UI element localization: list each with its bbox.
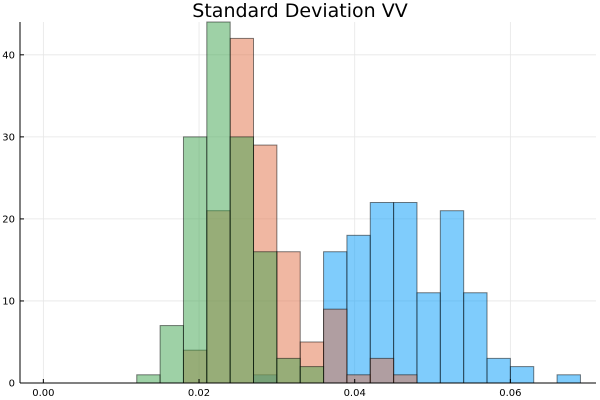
histogram-bar (299, 366, 325, 384)
y-tick-label: 30 (2, 132, 15, 143)
y-tick-label: 40 (2, 50, 15, 61)
histogram-bar (393, 374, 418, 384)
ticks-layer: 0.00 0.02 0.04 0.06 0 10 20 30 40 (2, 50, 521, 399)
histogram-bar (206, 21, 231, 384)
histogram-bar (509, 366, 535, 384)
histogram-bar (346, 374, 371, 384)
chart-title: Standard Deviation VV (192, 0, 408, 22)
histogram-series-3 (136, 21, 325, 384)
histogram-bar (439, 210, 465, 384)
histogram-bar (463, 292, 488, 384)
histogram-bar (136, 374, 161, 384)
histogram-bar (229, 136, 255, 384)
grid-layer (20, 22, 596, 384)
histogram-bar (369, 357, 395, 384)
axes-layer (19, 22, 596, 384)
y-tick-label: 0 (9, 379, 15, 390)
y-tick-label: 10 (2, 296, 15, 307)
histogram-bar (393, 202, 418, 384)
histogram-bar (369, 202, 395, 384)
y-tick-label: 20 (2, 214, 15, 225)
histogram-bar (159, 325, 184, 384)
histogram-bar (323, 308, 348, 384)
x-tick-label: 0.04 (344, 388, 366, 399)
x-tick-label: 0.00 (32, 388, 54, 399)
histogram-bar (416, 292, 441, 384)
histogram-bar (346, 234, 371, 384)
histogram-bar (253, 251, 278, 384)
x-tick-label: 0.02 (188, 388, 210, 399)
histogram-bar (486, 357, 511, 384)
histogram-bar (182, 136, 208, 384)
histogram-bar (556, 374, 581, 384)
x-tick-label: 0.06 (499, 388, 521, 399)
histogram-bar (276, 357, 301, 384)
bars-layer (136, 21, 581, 384)
